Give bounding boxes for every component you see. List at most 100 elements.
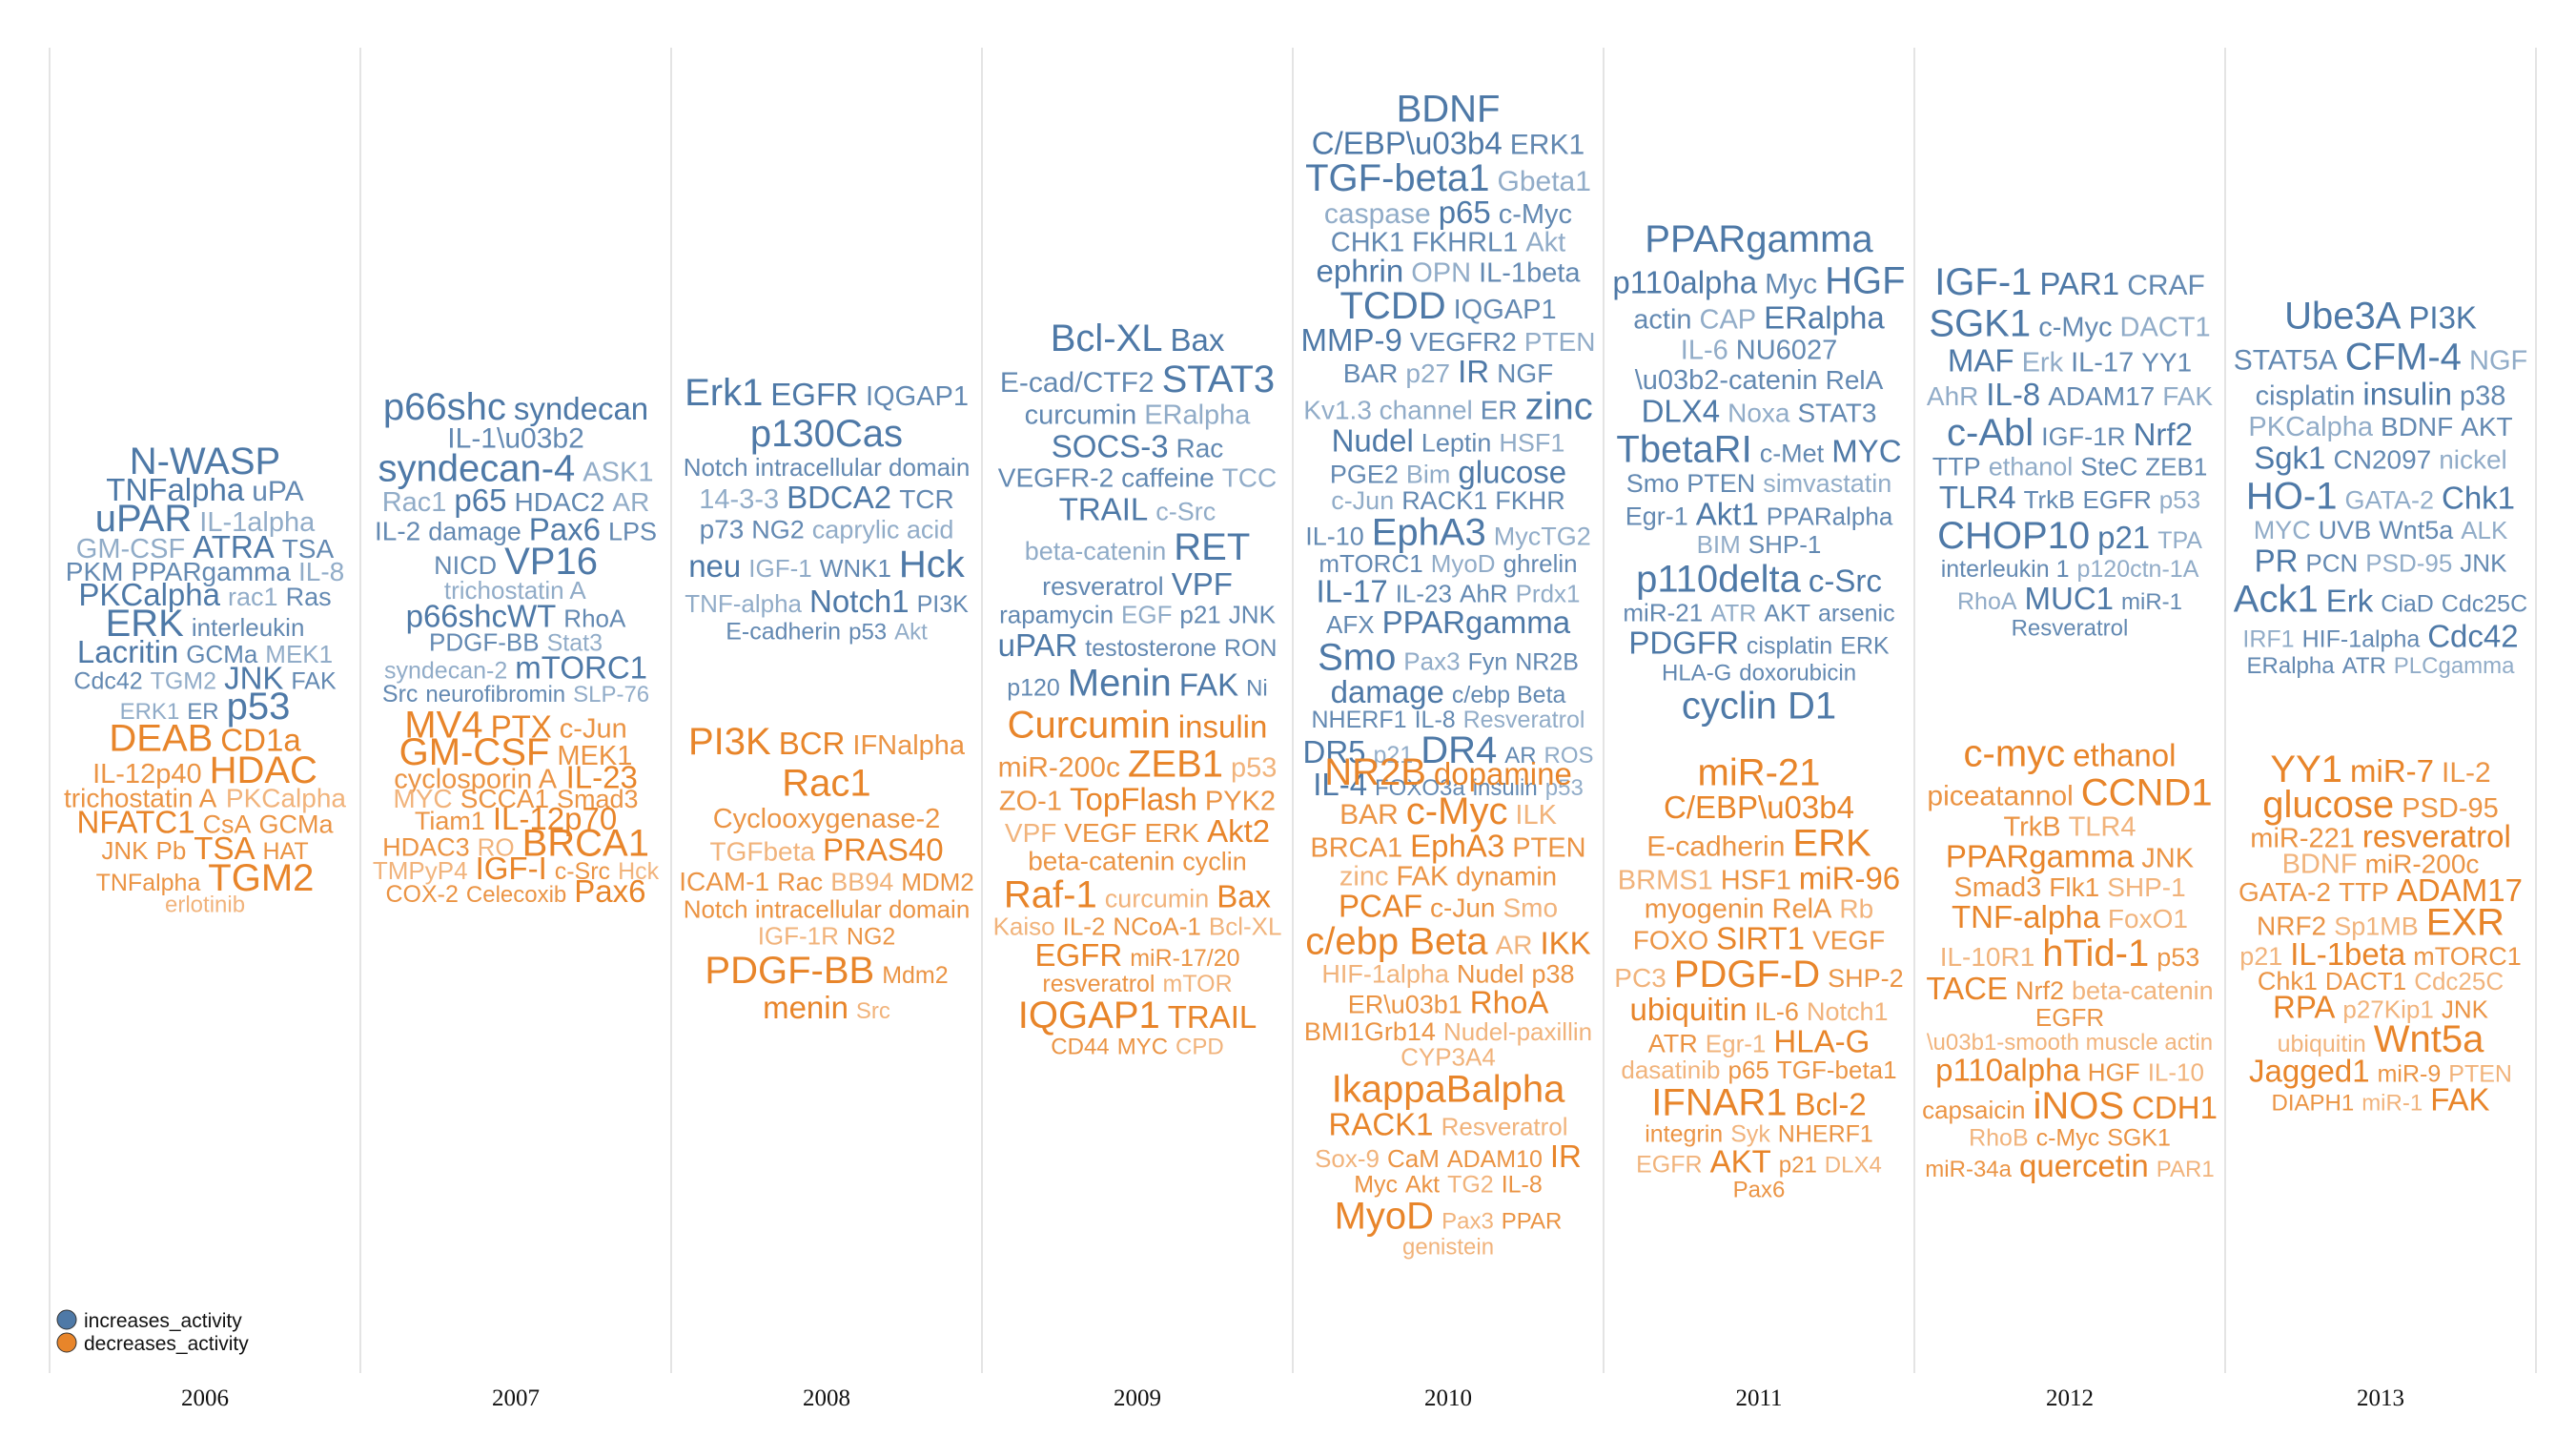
word-decreases-2008-bb94: BB94 [830,868,893,896]
word-decreases-2012-htid-1: hTid-1 [2042,933,2149,974]
word-increases-2006-cdc42: Cdc42 [73,667,142,694]
word-decreases-2011-p21: p21 [1779,1153,1817,1179]
word-increases-2011-pdgfr: PDGFR [1628,626,1739,661]
word-increases-2011-c-met: c-Met [1760,440,1825,468]
word-decreases-2009-cyclin: cyclin [1182,848,1247,876]
word-decreases-2013-mir-221: miR-221 [2250,823,2355,853]
word-increases-2008-egfr: EGFR [770,377,858,412]
word-decreases-2012-par1: PAR1 [2157,1157,2215,1182]
word-decreases-2012-ppargamma: PPARgamma [1946,839,2135,874]
word-increases-2006-lacritin: Lacritin [77,634,178,669]
word-increases-2010-damage: damage [1331,674,1444,709]
word-decreases-2013-mir-7: miR-7 [2350,753,2434,789]
word-decreases-2007-c-jun: c-Jun [560,713,627,744]
word-increases-2010-bdnf: BDNF [1397,89,1501,131]
word-increases-2010-il-17: IL-17 [1317,574,1388,609]
word-increases-2011-tbetari: TbetaRI [1616,429,1751,471]
word-decreases-2010-tg2: TG2 [1447,1172,1494,1199]
word-decreases-2013-mtorc1: mTORC1 [2413,942,2522,971]
word-increases-2013-cdc25c: Cdc25C [2442,591,2527,618]
word-decreases-2008-pras40: PRAS40 [823,832,944,868]
word-decreases-2013-ttp: TTP [2339,877,2389,907]
word-increases-2010-leptin: Leptin [1421,429,1492,458]
word-increases-2010-dr4: DR4 [1421,729,1497,771]
word-increases-2006-upa: uPA [252,476,303,507]
word-decreases-2007-tiam1: Tiam1 [415,807,485,835]
word-decreases-2011-syk: Syk [1730,1120,1770,1147]
word-increases-2010-il-4: IL-4 [1313,767,1367,802]
word-increases-2012-craf: CRAF [2127,270,2205,301]
word-increases-2011-c-src: c-Src [1809,564,1882,599]
word-increases-2012-tpa: TPA [2157,527,2202,554]
word-decreases-2007-celecoxib: Celecoxib [466,882,566,908]
word-increases-2007-nicd: NICD [434,551,497,580]
word-increases-2012-p53: p53 [2159,485,2200,514]
word-decreases-2006-deab: DEAB [109,718,213,760]
word-decreases-2006-pkcalpha: PKCalpha [226,784,347,813]
word-increases-2006-p53: p53 [227,686,291,728]
word-decreases-2009-p53: p53 [1231,752,1277,783]
word-decreases-2006-trichostatin-a: trichostatin A [64,784,217,813]
word-decreases-2007-ro: RO [478,833,515,862]
word-decreases-2009-il-2: IL-2 [1063,913,1106,941]
word-decreases-2010-pcaf: PCAF [1339,888,1422,923]
word-decreases-2007-hck: Hck [618,858,660,885]
word-decreases-2010-er-u03b1: ER\u03b1 [1348,991,1462,1019]
word-increases-2008-erk1: Erk1 [685,372,763,414]
word-increases-2012-c-abl: c-Abl [1947,412,2034,454]
word-decreases-2007-myc: MYC [393,784,452,813]
word-decreases-2012-p53: p53 [2157,943,2199,972]
word-increases-2012-ahr: AhR [1927,381,1978,411]
word-decreases-2013-chk1: Chk1 [2258,967,2318,995]
word-decreases-2012-beta-catenin: beta-catenin [2072,976,2214,1005]
word-increases-2007-pdgf-bb: PDGF-BB [429,627,540,656]
word-decreases-2008-cyclooxygenase-2: Cyclooxygenase-2 [713,804,941,834]
word-decreases-2013-mir-9: miR-9 [2378,1060,2442,1087]
word-decreases-2008-bcr: BCR [779,726,846,761]
word-decreases-2010-c-jun: c-Jun [1430,892,1495,922]
word-increases-2012-rhoa: RhoA [1957,588,2017,615]
word-increases-2008-14-3-3: 14-3-3 [699,484,779,515]
word-decreases-2012-ccnd1: CCND1 [2081,772,2213,814]
word-increases-2013-plcgamma: PLCgamma [2394,653,2515,679]
word-increases-2010-hsf1: HSF1 [1499,429,1564,458]
word-decreases-2013-resveratrol: resveratrol [2362,818,2511,853]
word-increases-2006-atra: ATRA [193,529,275,564]
word-decreases-2011-tgf-beta1: TGF-beta1 [1777,1056,1897,1084]
word-increases-2009-resveratrol: resveratrol [1042,572,1164,601]
word-decreases-2009-akt2: Akt2 [1207,813,1270,849]
word-increases-2008-ng2: NG2 [751,515,805,544]
word-increases-2010-c-ebp-beta: c/ebp Beta [1452,682,1566,708]
word-increases-2010-ros: ROS [1544,743,1594,769]
word-decreases-2009-vpf: VPF [1005,818,1056,848]
word-increases-2009-jnk: JNK [1229,601,1277,629]
word-decreases-2012-c-myc: c-myc [1964,733,2066,775]
word-decreases-2006-hat: HAT [263,838,309,865]
word-increases-2009-vpf: VPF [1172,566,1233,602]
word-increases-2007-p66shcwt: p66shcWT [406,598,557,633]
word-increases-2007-il-1-u03b2: IL-1\u03b2 [447,422,583,454]
word-increases-2012-ethanol: ethanol [1989,453,2074,482]
word-increases-2009-tcc: TCC [1222,463,1278,493]
word-increases-2011-cap: CAP [1700,304,1757,335]
word-increases-2006-ras: Ras [286,583,332,611]
word-decreases-2010-ar: AR [1496,931,1533,960]
word-decreases-2007-cyclosporin-a: cyclosporin A [394,765,558,795]
word-decreases-2012-inos: iNOS [2034,1085,2125,1127]
word-increases-2007-damage: damage [428,517,521,545]
word-increases-2012-c-myc: c-Myc [2038,312,2112,342]
word-decreases-2012-capsaicin: capsaicin [1922,1096,2025,1124]
word-decreases-2012-rhob: RhoB [1969,1125,2029,1152]
word-increases-2013-cisplatin: cisplatin [2256,381,2356,412]
word-increases-2011-noxa: Noxa [1728,399,1790,428]
word-decreases-2009-cd44: CD44 [1051,1035,1109,1060]
word-increases-2010-ir: IR [1458,354,1489,389]
word-increases-2010-nudel: Nudel [1332,423,1414,459]
word-increases-2012-il-8: IL-8 [1986,377,2040,412]
word-increases-2011-shp-1: SHP-1 [1748,530,1822,559]
word-increases-2008-p53: p53 [848,620,887,646]
word-increases-2011-ppargamma: PPARgamma [1645,218,1873,260]
word-decreases-2011-hla-g: HLA-G [1773,1023,1870,1058]
word-increases-2012-maf: MAF [1948,342,2014,378]
